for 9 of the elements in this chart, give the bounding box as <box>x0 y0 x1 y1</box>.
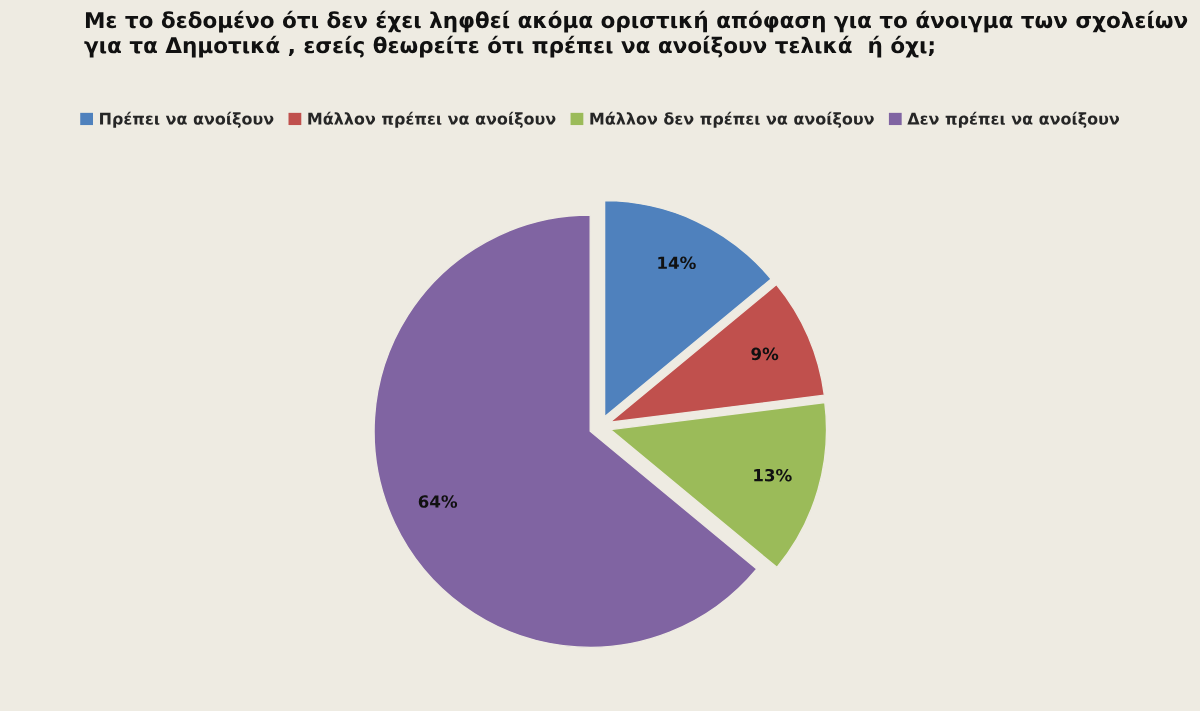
legend-label: Πρέπει να ανοίξουν <box>100 111 274 128</box>
chart-title: Με το δεδομένο ότι δεν έχει ληφθεί ακόμα οριστική απόφαση για το άνοιγμα των σχολείων για τα Δημοτικά , εσείς θεωρείτε ότι πρέπει να ανοίξουν τελικά ή όχι; <box>84 10 1188 58</box>
data-label: 9% <box>751 347 779 361</box>
legend-label: Δεν πρέπει να ανοίξουν <box>907 111 1120 128</box>
legend-label: Μάλλον πρέπει να ανοίξουν <box>308 111 556 128</box>
legend-label: Μάλλον δεν πρέπει να ανοίξουν <box>590 111 874 128</box>
data-label: 14% <box>658 256 696 270</box>
data-label: 13% <box>754 468 792 482</box>
data-label: 64% <box>418 495 458 508</box>
